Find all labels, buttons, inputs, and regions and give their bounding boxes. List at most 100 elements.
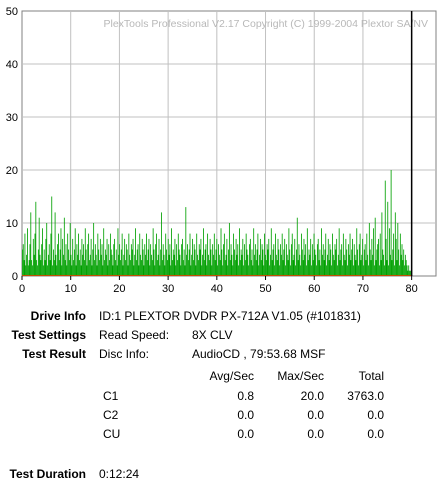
- c1-bar: [65, 244, 67, 276]
- c1-bar: [125, 260, 126, 276]
- c1-bar: [357, 249, 359, 276]
- c1-bar: [160, 249, 162, 276]
- y-tick-label: 0: [12, 271, 18, 283]
- c1-bar: [58, 233, 59, 276]
- c1-bar: [140, 254, 141, 276]
- c1-bar: [236, 254, 238, 276]
- c1-bar: [331, 265, 333, 276]
- c1-bar: [364, 244, 366, 276]
- c1-bar: [256, 249, 258, 276]
- c1-bar: [394, 265, 395, 276]
- avg-column-header: Avg/Sec: [209, 369, 254, 383]
- c1-bar: [62, 238, 64, 276]
- c1-bar: [228, 249, 229, 276]
- c1-bar: [208, 254, 209, 276]
- c1-bar: [401, 244, 403, 276]
- c1-bar: [155, 244, 157, 276]
- c1-bar: [185, 207, 187, 276]
- c1-bar: [106, 238, 108, 276]
- c1-bar: [156, 233, 157, 276]
- row-total: 3763.0: [347, 389, 384, 403]
- c1-bar: [153, 249, 155, 276]
- c1-bar: [84, 228, 86, 276]
- c1-bar: [365, 260, 367, 276]
- c1-bar: [52, 265, 54, 276]
- c1-bar: [296, 217, 298, 276]
- c1-bar: [121, 233, 123, 276]
- c1-bar: [239, 260, 241, 276]
- c1-bar: [75, 265, 77, 276]
- c1-bar: [237, 244, 239, 276]
- c1-bar: [31, 260, 33, 276]
- c1-bar: [398, 249, 400, 276]
- c1-bar: [30, 212, 32, 276]
- c1-bar: [176, 244, 178, 276]
- c1-bar: [234, 249, 235, 276]
- y-tick-label: 30: [6, 112, 18, 124]
- c1-bar: [192, 260, 194, 276]
- c1-bar: [208, 260, 210, 276]
- c1-bar: [200, 238, 202, 276]
- c1-bar: [162, 244, 164, 276]
- c1-bar: [290, 265, 291, 276]
- c1-bar: [204, 249, 206, 276]
- c1-bar: [69, 223, 71, 276]
- c1-bar: [314, 249, 316, 276]
- c1-bar: [101, 244, 103, 276]
- c1-bar: [80, 265, 82, 276]
- c1-bar: [347, 244, 349, 276]
- c1-bar: [334, 244, 336, 276]
- c1-bar: [244, 260, 246, 276]
- c1-bar: [135, 228, 136, 276]
- c1-bar: [161, 260, 163, 276]
- c1-bar: [177, 260, 178, 276]
- c1-bar: [270, 254, 271, 276]
- c1-bar: [189, 233, 191, 276]
- c1-bar: [232, 265, 234, 276]
- c1-bar: [245, 233, 247, 276]
- c1-bar: [22, 249, 23, 276]
- c1-bar: [273, 244, 275, 276]
- c1-bar: [166, 249, 167, 276]
- c1-bar: [285, 244, 287, 276]
- c1-bar: [265, 260, 267, 276]
- c1-bar: [299, 254, 301, 276]
- c1-bar: [321, 228, 322, 276]
- c1-bar: [265, 254, 266, 276]
- c1-bar: [165, 233, 167, 276]
- c1-bar: [109, 233, 111, 276]
- c1-bar: [45, 238, 47, 276]
- c1-bar: [63, 254, 64, 276]
- c1-bar: [377, 244, 379, 276]
- c1-bar: [409, 270, 410, 276]
- c1-bar: [142, 249, 144, 276]
- c1-bar: [324, 249, 326, 276]
- x-tick-label: 60: [308, 283, 320, 295]
- c1-bar: [133, 265, 135, 276]
- c1-bar: [221, 249, 223, 276]
- c1-bar: [174, 238, 176, 276]
- c1-bar: [126, 249, 128, 276]
- c1-bar: [375, 260, 377, 276]
- c1-bar: [352, 265, 354, 276]
- c1-bar: [92, 249, 94, 276]
- c1-bar: [361, 254, 363, 276]
- c1-bar: [378, 265, 380, 276]
- c1-bar: [158, 238, 160, 276]
- c1-bar: [77, 254, 79, 276]
- c1-bar: [354, 254, 356, 276]
- c1-bar: [203, 260, 205, 276]
- c1-bar: [269, 265, 271, 276]
- x-tick-label: 80: [406, 283, 418, 295]
- c1-bar: [37, 265, 38, 276]
- c1-bar: [226, 238, 228, 276]
- c1-bar: [337, 254, 339, 276]
- c1-bar: [263, 265, 265, 276]
- c1-bar: [283, 249, 285, 276]
- c1-bar: [134, 254, 136, 276]
- c1-bar: [370, 260, 372, 276]
- c1-bar: [120, 260, 121, 276]
- c1-bar: [328, 260, 330, 276]
- c1-bar: [115, 249, 117, 276]
- c1-bar: [79, 249, 81, 276]
